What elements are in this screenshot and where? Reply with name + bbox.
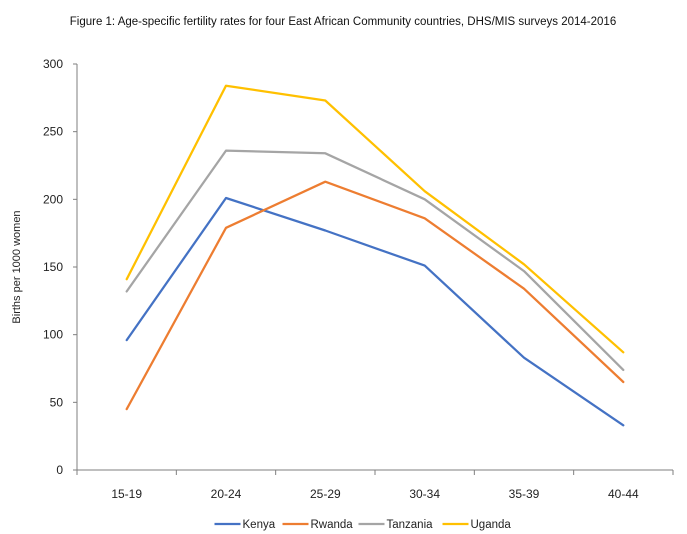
x-tick-label: 25-29 [310,487,341,501]
x-tick-labels: 15-19 20-24 25-29 30-34 35-39 40-44 [76,470,674,501]
chart-title: Figure 1: Age-specific fertility rates f… [70,16,616,28]
series-line-uganda [125,84,625,354]
x-tick-label: 30-34 [409,487,440,501]
y-tick-label: 200 [43,192,63,206]
series-line-rwanda [125,180,625,411]
series-line-kenya [125,196,625,427]
legend-label-uganda: Uganda [471,519,512,531]
x-tick-label: 20-24 [211,487,242,501]
y-tick-label: 100 [43,328,63,342]
series-lines [125,84,625,427]
series-line-tanzania [125,149,625,372]
legend-label-tanzania: Tanzania [387,519,434,531]
legend-label-kenya: Kenya [243,519,276,531]
x-tick-label: 35-39 [509,487,540,501]
y-tick-label: 250 [43,125,63,139]
y-tick-label: 150 [43,260,63,274]
x-tick-label: 15-19 [111,487,142,501]
legend-label-rwanda: Rwanda [311,519,354,531]
y-tick-label: 300 [43,57,63,71]
y-axis-title: Births per 1000 women [11,210,23,323]
x-tick-label: 40-44 [608,487,639,501]
y-tick-label: 0 [56,463,63,477]
y-tick-label: 50 [50,395,64,409]
legend: Kenya Rwanda Tanzania Uganda [214,519,512,531]
axes [76,64,673,471]
y-tick-labels: 0 50 100 150 200 250 300 [43,57,77,477]
